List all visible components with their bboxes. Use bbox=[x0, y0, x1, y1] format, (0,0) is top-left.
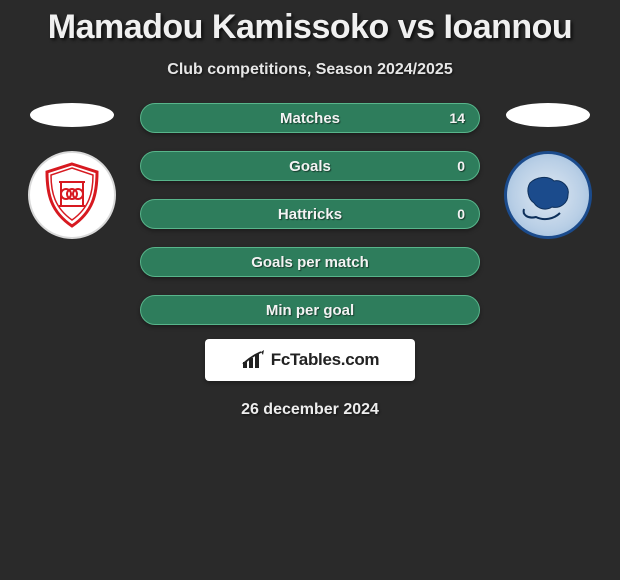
stat-label: Goals bbox=[289, 158, 331, 175]
stat-right-value: 0 bbox=[457, 206, 465, 222]
player-right-column bbox=[498, 103, 598, 239]
page-title: Mamadou Kamissoko vs Ioannou bbox=[0, 0, 620, 47]
comparison-row: Matches 14 Goals 0 Hattricks 0 Goals per… bbox=[0, 103, 620, 325]
stat-right-value: 14 bbox=[449, 110, 465, 126]
branding-box[interactable]: FcTables.com bbox=[205, 339, 415, 381]
page-subtitle: Club competitions, Season 2024/2025 bbox=[0, 61, 620, 79]
stats-column: Matches 14 Goals 0 Hattricks 0 Goals per… bbox=[140, 103, 480, 325]
shield-icon bbox=[37, 160, 107, 230]
branding-text: FcTables.com bbox=[271, 350, 380, 370]
stat-row-matches: Matches 14 bbox=[140, 103, 480, 133]
stat-label: Min per goal bbox=[266, 302, 354, 319]
stat-row-hattricks: Hattricks 0 bbox=[140, 199, 480, 229]
stat-label: Hattricks bbox=[278, 206, 342, 223]
player-left-club-badge bbox=[28, 151, 116, 239]
player-left-column bbox=[22, 103, 122, 239]
map-icon bbox=[518, 165, 578, 225]
stat-label: Goals per match bbox=[251, 254, 369, 271]
player-right-name-pill bbox=[506, 103, 590, 127]
stat-row-goals-per-match: Goals per match bbox=[140, 247, 480, 277]
stat-right-value: 0 bbox=[457, 158, 465, 174]
stat-row-goals: Goals 0 bbox=[140, 151, 480, 181]
chart-icon bbox=[241, 350, 267, 370]
footer-date: 26 december 2024 bbox=[0, 401, 620, 419]
player-left-name-pill bbox=[30, 103, 114, 127]
stat-row-min-per-goal: Min per goal bbox=[140, 295, 480, 325]
stat-label: Matches bbox=[280, 110, 340, 127]
player-right-club-badge bbox=[504, 151, 592, 239]
